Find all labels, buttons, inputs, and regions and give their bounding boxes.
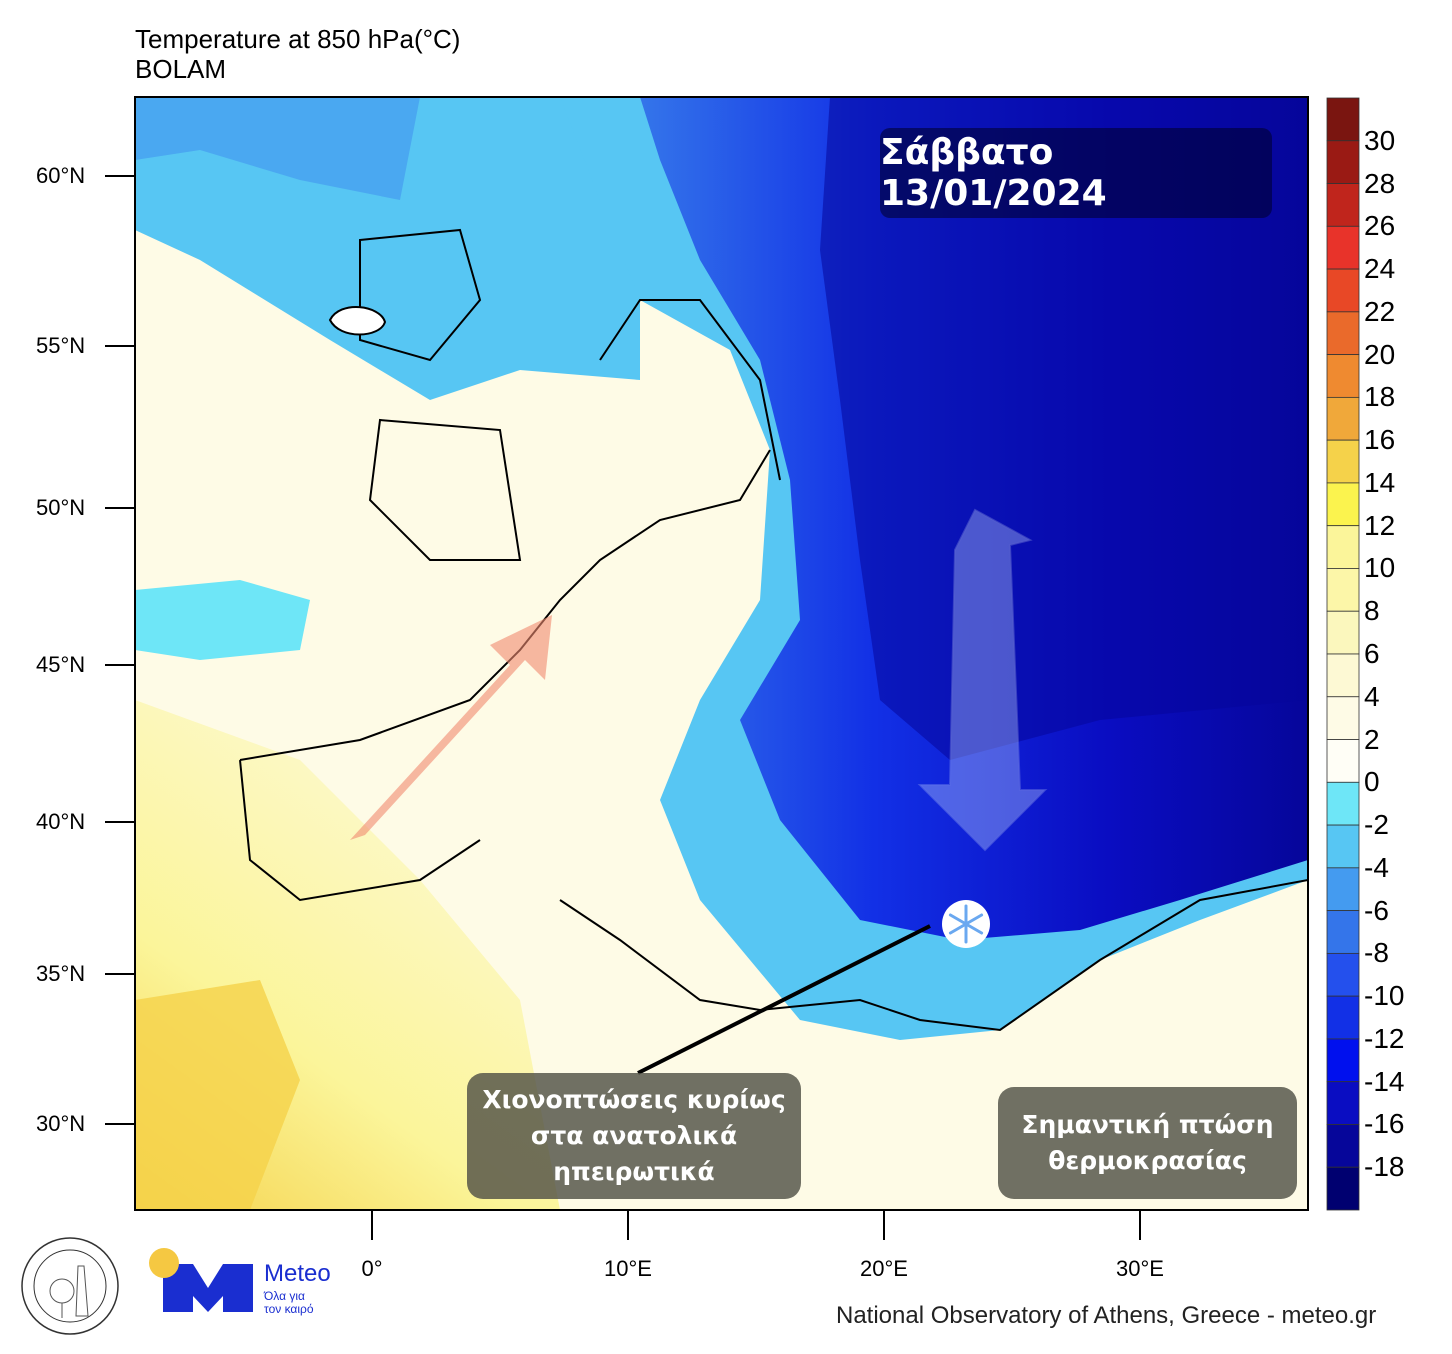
note-line: θερμοκρασίας <box>1048 1146 1247 1175</box>
colorbar-swatch <box>1326 140 1360 184</box>
colorbar-label: -16 <box>1364 1108 1405 1140</box>
colorbar-swatch <box>1326 225 1360 270</box>
meteo-brand-name: Meteo <box>264 1260 331 1287</box>
colorbar-label: -18 <box>1364 1151 1405 1183</box>
lat-label: 60°N <box>36 163 86 188</box>
lat-label: 40°N <box>36 809 86 834</box>
colorbar-label: 18 <box>1364 381 1396 413</box>
colorbar-swatch <box>1326 354 1360 398</box>
chart-title: Temperature at 850 hPa(°C) BOLAM <box>135 24 460 84</box>
colorbar-label: 2 <box>1364 723 1380 755</box>
lat-label: 35°N <box>36 961 86 986</box>
snowfall-note: Χιονοπτώσεις κυρίως στα ανατολικά ηπειρω… <box>467 1073 801 1199</box>
colorbar-swatch <box>1326 610 1360 655</box>
colorbar-label: 28 <box>1364 167 1396 199</box>
date-banner: Σάββατο 13/01/2024 <box>880 128 1272 218</box>
colorbar-label: 22 <box>1364 295 1396 327</box>
colorbar-swatch <box>1326 910 1360 954</box>
colorbar-label: 4 <box>1364 680 1380 712</box>
lon-label: 10°E <box>604 1256 652 1281</box>
colorbar-swatch <box>1326 739 1360 783</box>
warm-advection-arrow <box>350 615 552 840</box>
plot-frame <box>134 96 1309 1211</box>
colder-north-atlantic <box>135 97 420 200</box>
colorbar-swatch <box>1326 952 1360 997</box>
colorbar-swatch <box>1326 396 1360 441</box>
colorbar-swatch <box>1326 781 1360 826</box>
meteo-tagline: Όλα για τον καιρό <box>264 1290 344 1316</box>
colorbar-swatch <box>1326 311 1360 356</box>
observatory-seal-logo <box>21 1237 119 1335</box>
axis-ticks <box>105 175 1141 1240</box>
footer-credit: National Observatory of Athens, Greece -… <box>836 1302 1377 1329</box>
snowflake-icon <box>942 900 990 948</box>
lon-label: 20°E <box>860 1256 908 1281</box>
colorbar-label: 10 <box>1364 552 1396 584</box>
cold-patch-biscay <box>135 580 310 660</box>
warmest-region <box>135 980 300 1210</box>
note-line: στα ανατολικά <box>530 1121 738 1150</box>
colorbar-label: -8 <box>1364 937 1389 969</box>
colorbar-label: -14 <box>1364 1065 1405 1097</box>
colorbar-swatch <box>1326 653 1360 698</box>
lake-shape <box>328 306 387 336</box>
colorbar-swatch <box>1326 183 1360 227</box>
coastline-scandinavia <box>599 299 781 481</box>
colorbar-label: 0 <box>1364 766 1380 798</box>
lat-label: 45°N <box>36 652 86 677</box>
colorbar-label: 30 <box>1364 124 1396 156</box>
lat-label: 55°N <box>36 333 86 358</box>
colorbar-swatch <box>1326 525 1360 569</box>
colorbar-swatch <box>1326 1124 1360 1168</box>
meteo-logo-icon <box>149 1248 253 1312</box>
colorbar-swatch <box>1326 439 1360 484</box>
cold-advection-arrow <box>917 508 1048 852</box>
colorbar-label: 24 <box>1364 253 1396 285</box>
colorbar-swatch <box>1326 1081 1360 1125</box>
colorbar-label: 20 <box>1364 338 1396 370</box>
coastlines <box>239 449 1308 1032</box>
colorbar-swatch <box>1326 867 1360 912</box>
tagline-line: τον καιρό <box>264 1302 314 1316</box>
colorbar-label: 6 <box>1364 638 1380 669</box>
annotation-pointer-line <box>637 924 931 1075</box>
colorbar-swatch <box>1326 824 1360 869</box>
tagline-line: Όλα για <box>264 1289 305 1303</box>
cold-north-atlantic <box>135 97 640 400</box>
title-variable: Temperature at 850 hPa(°C) <box>135 24 461 54</box>
note-line: Χιονοπτώσεις κυρίως <box>482 1085 786 1114</box>
colorbar-swatch <box>1326 268 1360 313</box>
lon-label: 0° <box>361 1256 383 1281</box>
colorbar-swatch <box>1326 482 1360 527</box>
lat-label: 50°N <box>36 495 86 520</box>
colorbar-label: -10 <box>1364 980 1405 1012</box>
colorbar-swatch <box>1326 1166 1360 1211</box>
temperature-drop-note: Σημαντική πτώση θερμοκρασίας <box>998 1087 1297 1199</box>
lat-label: 30°N <box>36 1111 86 1136</box>
colorbar-label: 26 <box>1364 210 1396 242</box>
colorbar-label: -6 <box>1364 894 1389 926</box>
note-line: ηπειρωτικά <box>553 1157 715 1186</box>
colorbar-swatch <box>1326 995 1360 1040</box>
colorbar-swatch <box>1326 97 1360 142</box>
colorbar-swatch <box>1326 568 1360 612</box>
colorbar-label: -2 <box>1364 809 1389 841</box>
colorbar-label: 8 <box>1364 595 1380 627</box>
title-model: BOLAM <box>135 54 227 84</box>
colorbar <box>1326 97 1360 1211</box>
colorbar-label: -4 <box>1364 851 1389 883</box>
colorbar-swatch <box>1326 1038 1360 1083</box>
colorbar-swatch <box>1326 696 1360 740</box>
coldest-region <box>820 97 1308 760</box>
colorbar-label: 14 <box>1364 466 1396 498</box>
note-line: Σημαντική πτώση <box>1021 1110 1274 1139</box>
colorbar-label: -12 <box>1364 1022 1405 1054</box>
colorbar-label: 12 <box>1364 509 1396 541</box>
lon-label: 30°E <box>1116 1256 1164 1281</box>
colorbar-label: 16 <box>1364 424 1396 456</box>
